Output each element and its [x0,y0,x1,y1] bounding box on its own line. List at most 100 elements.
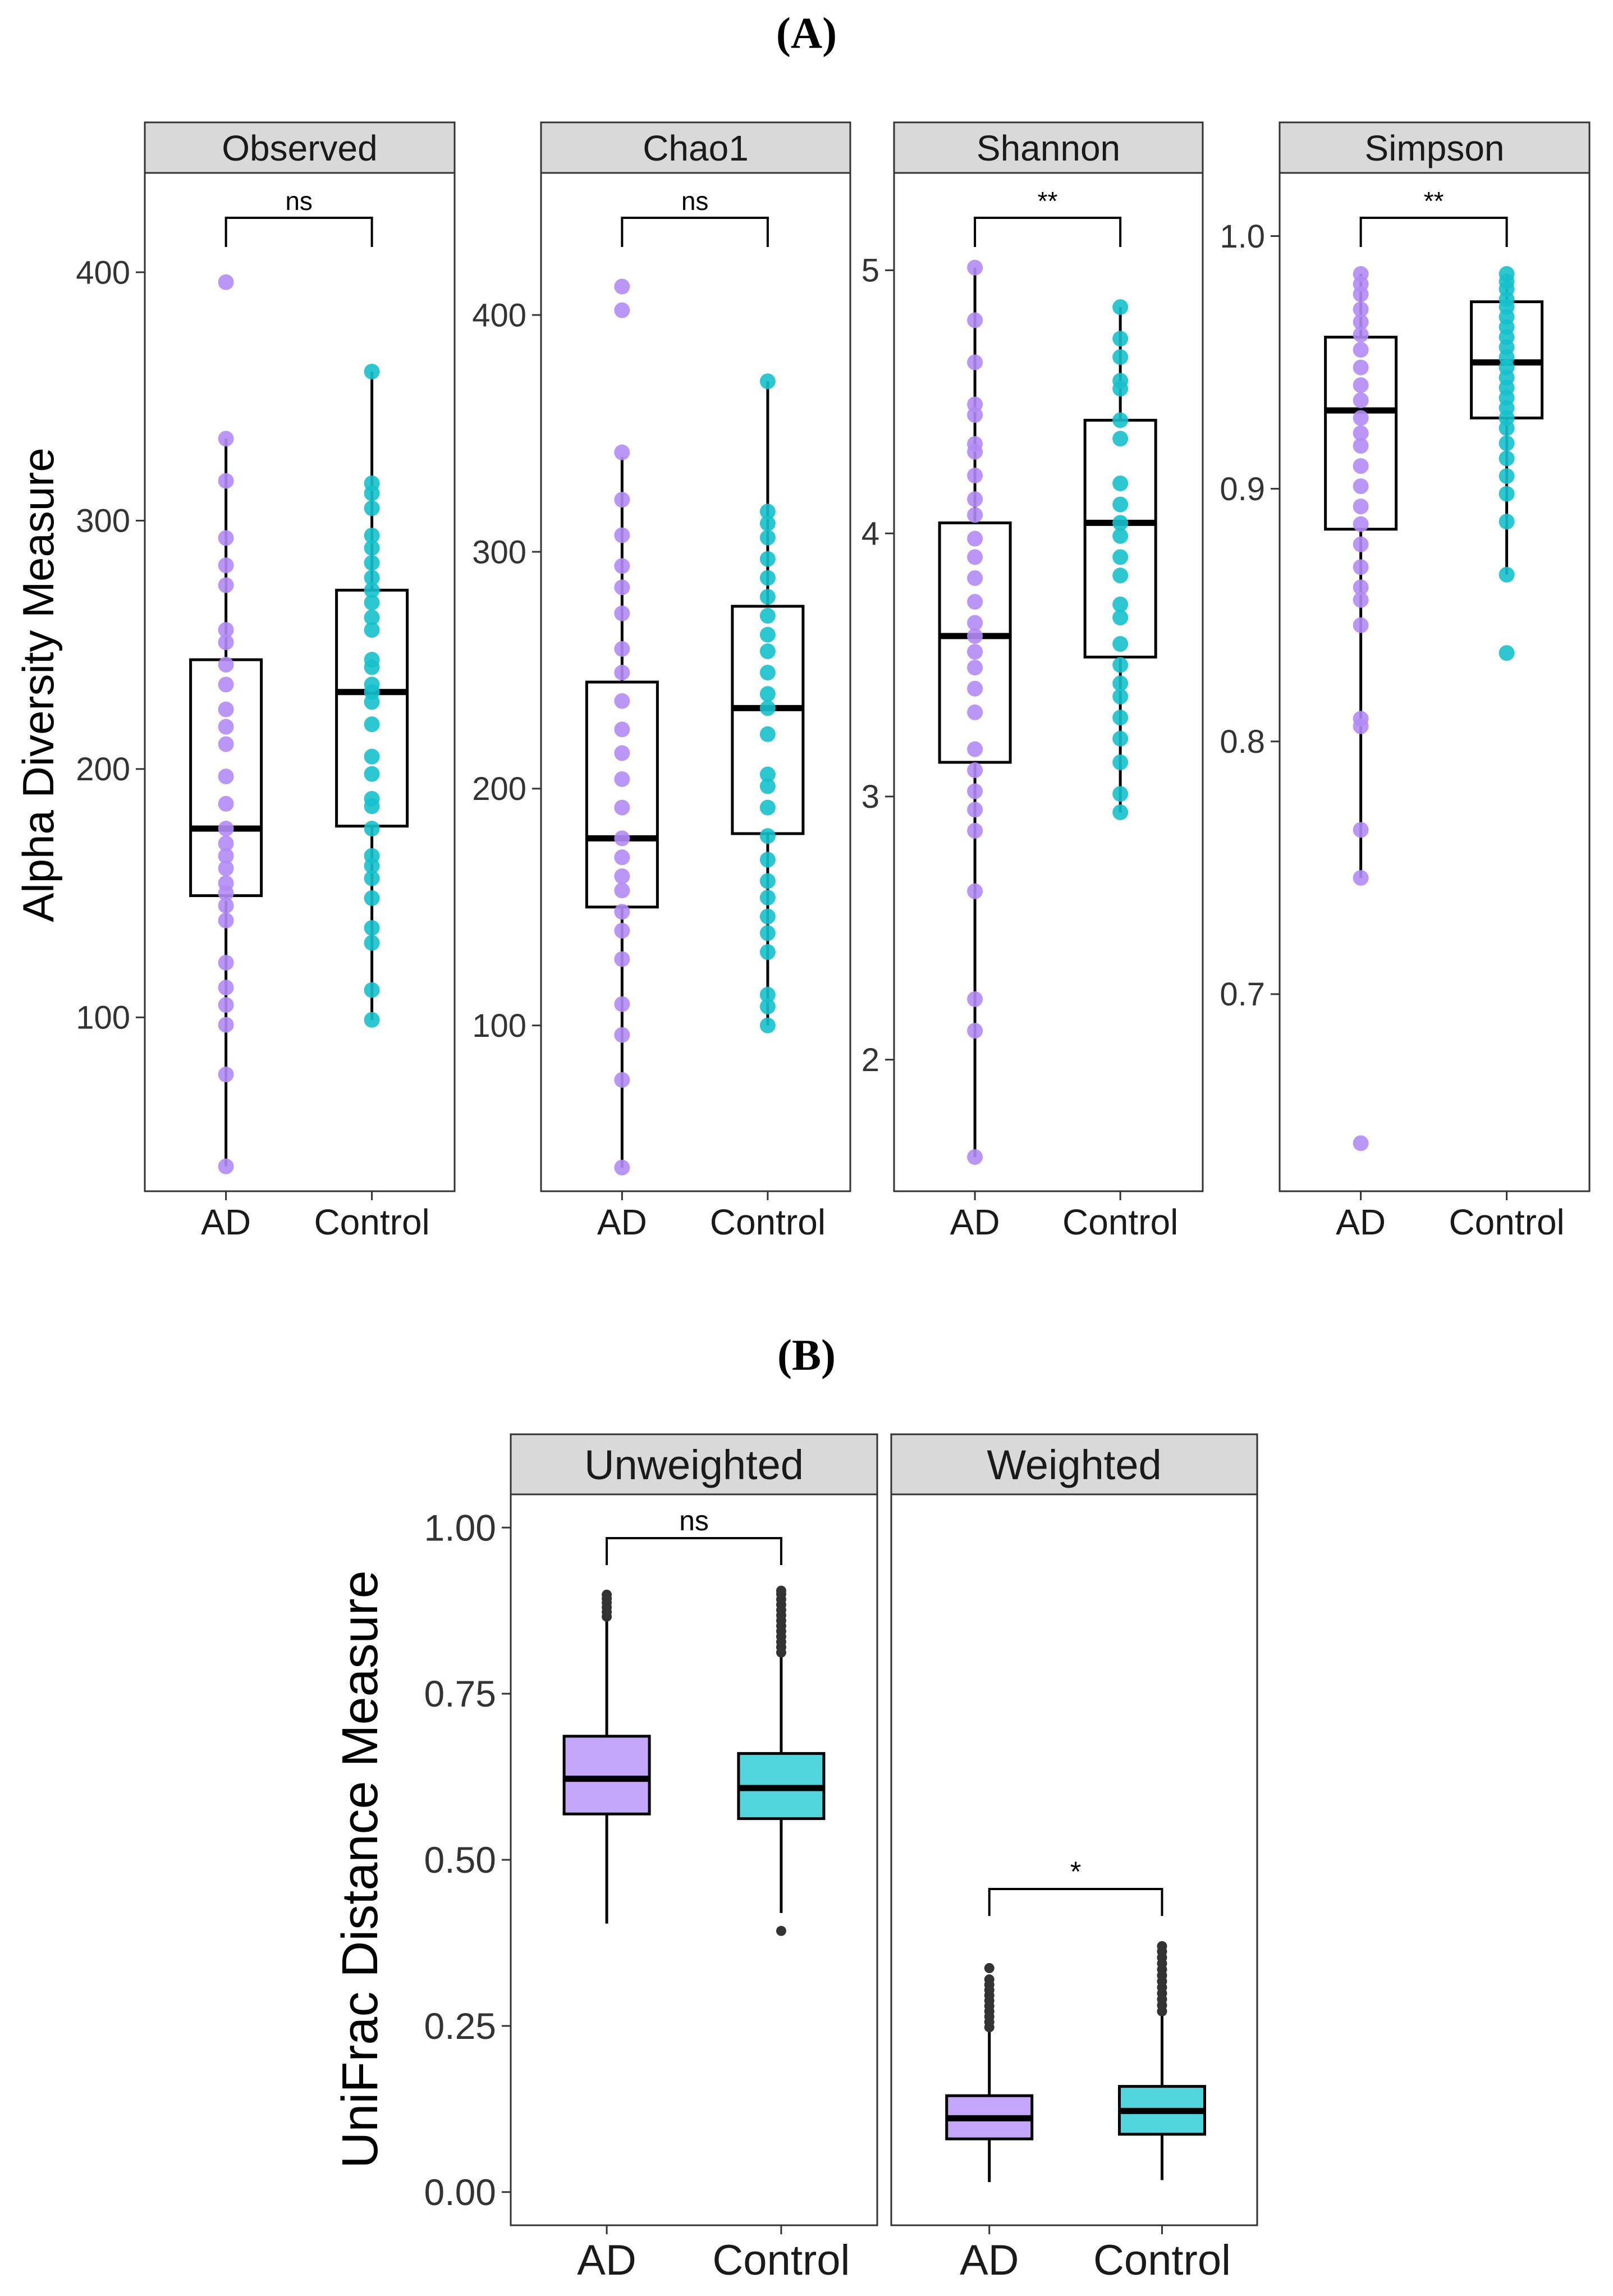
data-point-ad [218,898,234,914]
significance-label: ns [679,1505,709,1536]
data-point-ad [614,922,630,939]
data-point-ad [1353,579,1369,596]
data-point-control [364,935,380,951]
data-point-control [364,570,380,586]
data-point-ad [1353,314,1369,330]
data-point-control [1499,468,1515,484]
y-tick-label: 4 [862,515,879,552]
facet-unweighted: Unweighted 0.00 0.25 0.50 0.75 1.00 AD Control n… [424,1433,878,2284]
data-point-ad [967,615,983,631]
data-point-ad [218,795,234,812]
y-tick-label: 0.25 [424,2005,496,2047]
data-point-ad [1353,286,1369,303]
data-point-ad [614,1159,630,1176]
data-point-control [364,555,380,571]
data-point-ad [218,736,234,752]
data-point-ad [218,1067,234,1083]
data-point-ad [614,882,630,899]
y-tick-label: 100 [76,1000,130,1036]
y-tick-label: 5 [862,253,879,289]
data-point-control [759,778,776,794]
x-tick-label: Control [314,1202,429,1242]
data-point-control [759,766,776,783]
data-point-control [759,686,776,702]
data-point-ad [614,830,630,847]
data-point-control [759,828,776,844]
data-point-ad [218,274,234,290]
data-point-control [1112,568,1129,584]
box-control [737,1657,826,1913]
data-point-ad [614,278,630,295]
facet-shannon: Shannon 2 3 4 5 AD Control ** [862,121,1204,1242]
facet-weighted: Weighted AD Control * [890,1433,1258,2284]
data-point-ad [218,719,234,735]
data-point-ad [967,822,983,839]
y-tick-label: 0.7 [1220,976,1265,1013]
x-tick-label: Control [1062,1202,1178,1242]
data-point-control [364,982,380,998]
data-point-ad [218,769,234,785]
data-point-control [1112,528,1129,544]
data-point-control [364,540,380,556]
data-point-control [759,852,776,868]
data-point-ad [614,444,630,460]
data-point-ad [967,628,983,644]
data-point-control [759,551,776,567]
y-tick-label: 2 [862,1042,879,1078]
data-point-ad [614,996,630,1012]
data-point-ad [1353,478,1369,495]
facet-strip [144,121,456,174]
data-point-ad [967,530,983,547]
data-point-control [1112,515,1129,531]
significance-label: ns [285,186,313,216]
data-point-ad [1353,498,1369,515]
data-point-ad [614,745,630,761]
data-point-control [759,700,776,716]
data-point-control [1112,730,1129,747]
data-point-control [1112,786,1129,802]
data-point-control [1499,514,1515,530]
data-point-control [364,694,380,710]
plot-frame [144,172,456,1192]
facet-title: Unweighted [584,1442,804,1488]
data-point-ad [1353,559,1369,575]
facet-strip [1279,121,1591,174]
data-point-ad [1353,536,1369,552]
data-point-control [1112,349,1129,365]
data-point-ad [967,660,983,676]
data-point-ad [1353,1135,1369,1151]
data-point-ad [218,657,234,673]
x-tick-label: Control [1093,2236,1231,2284]
data-point-ad [1353,377,1369,394]
data-point-ad [1353,870,1369,886]
facet-title: Shannon [977,128,1120,168]
data-point-ad [614,527,630,543]
y-tick-label: 200 [76,751,130,788]
data-point-ad [1353,718,1369,734]
data-point-control [1499,645,1515,661]
data-point-ad [967,1023,983,1039]
data-point-ad [218,912,234,929]
data-point-ad [218,821,234,837]
x-tick-label: AD [201,1202,251,1242]
data-point-control [759,799,776,816]
panel-b-y-axis-label: UniFrac Distance Measure [332,1570,388,2168]
data-point-control [759,726,776,742]
data-point-ad [614,641,630,657]
data-point-ad [967,680,983,697]
data-point-control [364,1012,380,1028]
data-point-ad [218,835,234,852]
data-point-control [1112,431,1129,447]
box-ad [562,1621,651,1924]
data-point-control [1499,435,1515,451]
data-point-ad [967,312,983,328]
data-point-ad [614,904,630,920]
data-point-control [364,500,380,516]
data-point-control [364,821,380,837]
facet-simpson: Simpson 0.7 0.8 0.9 1.0 AD Control ** [1220,121,1591,1242]
data-point-control [759,1017,776,1033]
data-point-control [759,607,776,624]
data-point-ad [1353,516,1369,532]
data-point-ad [967,883,983,899]
plot-frame [510,1493,878,2226]
